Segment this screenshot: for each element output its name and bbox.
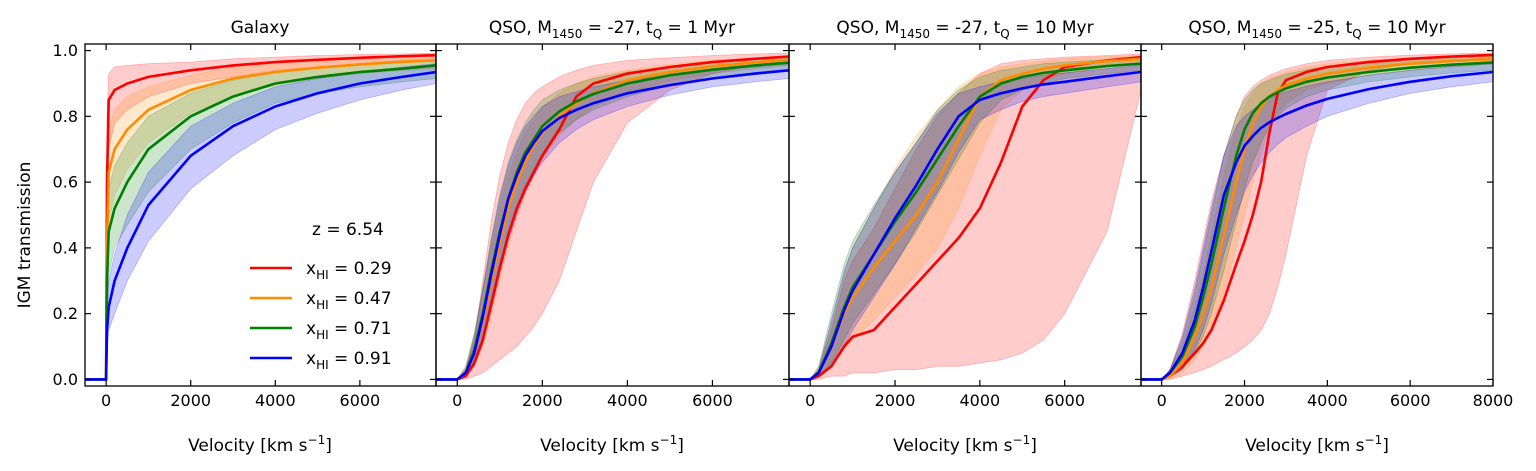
confidence-band-3 (789, 57, 1141, 380)
panel-2: 0 2000 4000 6000 (435, 43, 790, 410)
series-line-3 (85, 64, 436, 381)
series-line-3 (1141, 61, 1493, 381)
series-line-1 (436, 55, 789, 381)
x-tick-label: 0 (1157, 391, 1167, 410)
confidence-band-2 (1141, 54, 1493, 380)
y-axis-label: IGM transmission (15, 162, 35, 309)
legend-label-4: xHI = 0.91 (306, 349, 392, 372)
series-line-1 (85, 53, 436, 381)
legend: z = 6.54 xHI = 0.29 xHI = 0.47 xHI = 0.71 x… (250, 220, 392, 372)
plot-area (85, 52, 436, 381)
series-line-4 (789, 70, 1141, 381)
confidence-band-1 (436, 52, 789, 380)
series-line-4 (1141, 70, 1493, 381)
y-tick-label: 0.6 (53, 173, 78, 192)
x-tick-label: 8000 (1473, 391, 1514, 410)
y-tick-label: 0.8 (53, 107, 78, 126)
x-axis-label-2: Velocity [km s−1] (540, 433, 684, 456)
x-tick-label: 6000 (692, 391, 733, 410)
panel-title-qso-2: QSO, M1450 = -27, tQ = 10 Myr (836, 18, 1093, 41)
legend-label-3: xHI = 0.71 (306, 319, 392, 342)
x-tick-label: 6000 (1390, 391, 1431, 410)
plot-area (436, 52, 789, 381)
plot-area (1141, 52, 1493, 381)
series-line-1 (1141, 53, 1493, 381)
x-axis-label-4: Velocity [km s−1] (1245, 433, 1389, 456)
confidence-band-4 (436, 63, 789, 380)
panels: 0.0 0.2 0.4 0.6 0.8 1.0 0 2000 4000 6000 0 2000 4000… (53, 41, 1514, 410)
panel-title-qso-1: QSO, M1450 = -27, tQ = 1 Myr (489, 18, 735, 41)
x-tick-label: 6000 (1044, 391, 1085, 410)
x-tick-label: 4000 (607, 391, 648, 410)
x-tick-label: 2000 (1224, 391, 1265, 410)
confidence-band-1 (789, 53, 1141, 380)
x-tick-label: 4000 (1307, 391, 1348, 410)
y-tick-label: 1.0 (53, 41, 78, 60)
panel-title-qso-3: QSO, M1450 = -25, tQ = 10 Myr (1188, 18, 1445, 41)
legend-title: z = 6.54 (312, 220, 384, 240)
x-tick-label: 0 (805, 391, 815, 410)
legend-label-2: xHI = 0.47 (306, 289, 392, 312)
x-tick-label: 6000 (340, 391, 381, 410)
series-line-2 (1141, 57, 1493, 381)
confidence-band-2 (789, 55, 1141, 380)
confidence-band-3 (1141, 55, 1493, 380)
confidence-band-1 (1141, 52, 1493, 380)
panel-frame (1140, 43, 1494, 387)
confidence-band-2 (85, 55, 436, 380)
x-tick-label: 4000 (959, 391, 1000, 410)
panel-3: 0 2000 4000 6000 (788, 43, 1142, 410)
confidence-band-4 (1141, 63, 1493, 380)
x-tick-label: 0 (101, 391, 111, 410)
legend-label-1: xHI = 0.29 (306, 259, 392, 282)
panel-4: 0 2000 4000 6000 8000 (1140, 43, 1514, 410)
plot-area (789, 53, 1141, 381)
x-tick-label: 0 (452, 391, 462, 410)
confidence-band-2 (436, 55, 789, 380)
confidence-band-4 (85, 63, 436, 380)
x-tick-label: 4000 (255, 391, 296, 410)
y-tick-label: 0.4 (53, 238, 78, 257)
y-tick-label: 0.2 (53, 304, 78, 323)
y-tick-label: 0.0 (53, 370, 78, 389)
panel-title-galaxy: Galaxy (231, 18, 290, 38)
panel-1: 0.0 0.2 0.4 0.6 0.8 1.0 0 2000 4000 6000 (53, 41, 437, 410)
x-axis-label-3: Velocity [km s−1] (893, 433, 1037, 456)
x-tick-label: 2000 (522, 391, 563, 410)
series-line-4 (85, 70, 436, 381)
series-line-1 (789, 55, 1141, 381)
x-axis-label-1: Velocity [km s−1] (188, 433, 332, 456)
x-tick-label: 2000 (875, 391, 916, 410)
x-tick-label: 2000 (170, 391, 211, 410)
confidence-band-3 (85, 59, 436, 380)
series-line-4 (436, 69, 789, 381)
